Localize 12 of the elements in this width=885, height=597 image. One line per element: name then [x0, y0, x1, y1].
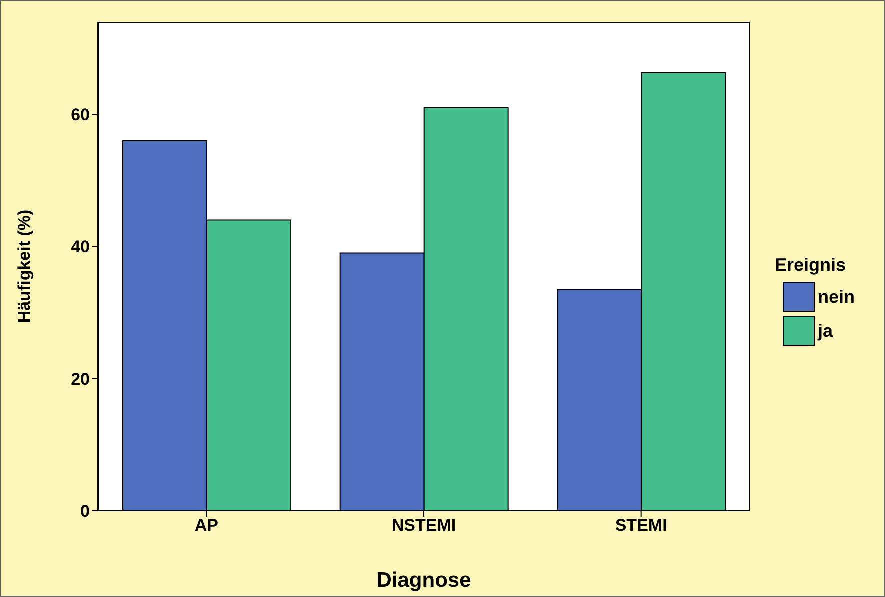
legend-title: Ereignis [775, 255, 848, 276]
y-tick-label: 20 [71, 370, 90, 389]
y-tick-label: 40 [71, 238, 90, 257]
x-tick-label: AP [194, 516, 218, 536]
legend-label: nein [818, 286, 856, 308]
y-tick-label: 60 [71, 106, 90, 125]
y-tick-label: 0 [80, 502, 90, 522]
x-tick-label: STEMI [615, 516, 668, 536]
legend-label: ja [818, 320, 834, 342]
x-axis-title: Diagnose [376, 569, 472, 592]
x-tick-label: NSTEMI [392, 516, 456, 536]
y-axis-title: Häufigkeit (%) [15, 210, 34, 324]
